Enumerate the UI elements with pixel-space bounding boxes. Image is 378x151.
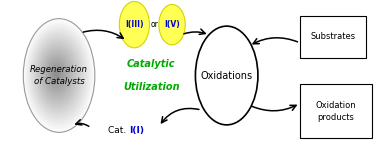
Ellipse shape (42, 50, 73, 99)
Ellipse shape (52, 67, 61, 81)
Text: Substrates: Substrates (310, 32, 356, 41)
Ellipse shape (40, 47, 75, 103)
Ellipse shape (36, 40, 80, 110)
Ellipse shape (38, 44, 77, 106)
Ellipse shape (45, 55, 70, 94)
Ellipse shape (25, 22, 93, 129)
Ellipse shape (30, 30, 87, 120)
Ellipse shape (45, 56, 69, 93)
Ellipse shape (48, 61, 65, 88)
Ellipse shape (53, 70, 59, 79)
Ellipse shape (55, 72, 57, 77)
Ellipse shape (51, 66, 62, 83)
Ellipse shape (159, 4, 185, 45)
Ellipse shape (31, 32, 85, 118)
Text: I(V): I(V) (164, 20, 180, 29)
Ellipse shape (54, 71, 59, 78)
Text: Cat.: Cat. (108, 126, 129, 135)
Text: I(I): I(I) (129, 126, 144, 135)
Ellipse shape (39, 45, 77, 105)
Ellipse shape (39, 46, 76, 104)
Ellipse shape (41, 48, 74, 102)
Ellipse shape (47, 58, 67, 91)
Ellipse shape (25, 21, 93, 130)
Ellipse shape (28, 27, 89, 124)
Ellipse shape (56, 73, 57, 76)
Ellipse shape (29, 29, 88, 122)
Ellipse shape (33, 36, 83, 115)
Ellipse shape (34, 37, 82, 113)
Ellipse shape (37, 41, 79, 109)
Ellipse shape (27, 26, 90, 125)
Text: or: or (150, 20, 158, 29)
Ellipse shape (35, 38, 81, 112)
Ellipse shape (44, 54, 70, 96)
Ellipse shape (43, 52, 72, 98)
Ellipse shape (24, 20, 94, 131)
Ellipse shape (195, 26, 258, 125)
Ellipse shape (53, 69, 60, 80)
Ellipse shape (41, 49, 73, 100)
FancyBboxPatch shape (300, 84, 372, 138)
Ellipse shape (43, 53, 71, 97)
Ellipse shape (23, 19, 95, 132)
Ellipse shape (50, 63, 64, 86)
Ellipse shape (32, 33, 85, 117)
Ellipse shape (31, 31, 86, 119)
Ellipse shape (50, 64, 63, 85)
Text: Regeneration
of Catalysts: Regeneration of Catalysts (30, 65, 88, 86)
Text: Oxidation
products: Oxidation products (316, 101, 356, 122)
Text: Catalytic: Catalytic (127, 59, 176, 69)
Ellipse shape (119, 2, 149, 48)
Ellipse shape (51, 65, 62, 84)
Text: Utilization: Utilization (123, 82, 180, 92)
Ellipse shape (47, 59, 67, 90)
Text: I(III): I(III) (125, 20, 144, 29)
Ellipse shape (29, 28, 88, 123)
Ellipse shape (26, 24, 91, 126)
Ellipse shape (37, 42, 78, 108)
Ellipse shape (26, 23, 92, 128)
Ellipse shape (49, 62, 65, 87)
Ellipse shape (33, 35, 84, 116)
Ellipse shape (46, 57, 68, 92)
Text: Oxidations: Oxidations (201, 71, 253, 80)
FancyBboxPatch shape (300, 16, 366, 58)
Ellipse shape (35, 39, 81, 111)
